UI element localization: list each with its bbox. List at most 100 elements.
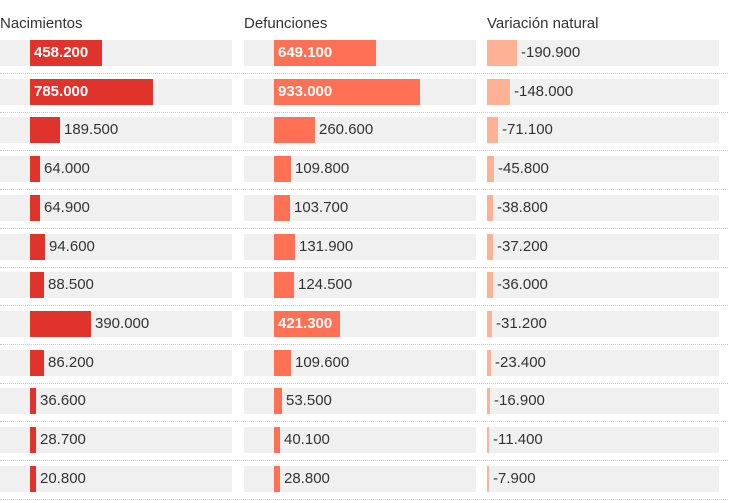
bar-track — [0, 388, 232, 415]
bar-nacimientos — [30, 117, 60, 144]
bar-track — [487, 78, 719, 105]
data-label: 785.000 — [34, 82, 89, 100]
bar-defunciones — [274, 465, 280, 492]
data-label: 109.800 — [295, 160, 350, 178]
bar-defunciones — [274, 194, 290, 221]
row-separator — [0, 382, 728, 384]
data-label: 109.600 — [295, 353, 350, 371]
data-label: 103.700 — [294, 198, 349, 216]
bar-variacion — [487, 233, 493, 260]
bar-track — [244, 388, 476, 415]
bar-variacion — [487, 78, 510, 105]
data-label: 458.200 — [34, 44, 89, 61]
data-label: 20.800 — [40, 469, 86, 487]
row-separator — [0, 498, 728, 500]
bar-variacion — [487, 310, 492, 337]
data-label: 28.700 — [40, 431, 86, 448]
bar-defunciones — [274, 117, 315, 144]
bar-variacion — [487, 156, 494, 183]
data-label: -23.400 — [495, 353, 546, 371]
bar-variacion — [487, 427, 489, 453]
bar-track — [487, 427, 719, 453]
row-separator — [0, 266, 728, 268]
bar-defunciones — [274, 233, 295, 260]
data-label: 260.600 — [319, 121, 374, 139]
data-label: -190.900 — [521, 44, 581, 61]
bar-variacion — [487, 388, 490, 415]
data-label: -16.900 — [494, 392, 545, 410]
bar-defunciones — [274, 349, 291, 376]
bar-track — [244, 427, 476, 453]
data-label: -11.400 — [493, 431, 543, 448]
column-header: Variación natural — [487, 15, 599, 32]
row-separator — [0, 73, 728, 74]
bar-nacimientos — [30, 427, 36, 453]
bar-defunciones — [274, 388, 282, 415]
bar-nacimientos — [30, 349, 44, 376]
bar-variacion — [487, 117, 498, 144]
bar-nacimientos — [30, 465, 36, 492]
row-separator — [0, 111, 728, 113]
bar-track — [487, 388, 719, 415]
bar-nacimientos — [30, 233, 45, 260]
bar-defunciones — [274, 78, 420, 105]
data-label: 189.500 — [64, 121, 119, 139]
bar-defunciones — [274, 156, 291, 183]
data-label: 36.600 — [40, 392, 86, 410]
bar-track — [487, 465, 719, 492]
data-label: 86.200 — [48, 353, 94, 371]
row-separator — [0, 460, 728, 461]
data-label: 64.000 — [44, 160, 90, 178]
row-separator — [0, 189, 728, 191]
data-label: 53.500 — [286, 392, 332, 410]
bar-track — [487, 272, 719, 299]
row-separator — [0, 421, 728, 423]
bar-variacion — [487, 465, 489, 492]
data-label: 421.300 — [278, 314, 333, 332]
data-label: -36.000 — [497, 276, 548, 294]
data-label: 124.500 — [298, 276, 353, 294]
data-label: -7.900 — [493, 469, 536, 487]
data-label: -37.200 — [497, 237, 548, 255]
data-label: 88.500 — [48, 276, 94, 294]
bar-nacimientos — [30, 272, 44, 299]
bar-nacimientos — [30, 78, 153, 105]
row-separator — [0, 150, 728, 152]
row-separator — [0, 227, 728, 229]
bar-variacion — [487, 194, 493, 221]
bar-defunciones — [274, 427, 280, 453]
data-label: -31.200 — [496, 314, 547, 332]
bar-track — [487, 233, 719, 260]
data-label: -148.000 — [514, 82, 574, 100]
row-separator — [0, 305, 728, 307]
data-label: -38.800 — [497, 198, 548, 216]
row-separator — [0, 343, 728, 345]
bar-track — [487, 349, 719, 376]
bar-nacimientos — [30, 388, 36, 415]
data-label: 94.600 — [49, 237, 95, 255]
bar-variacion — [487, 349, 491, 376]
bar-defunciones — [274, 272, 294, 299]
data-label: 131.900 — [299, 237, 354, 255]
column-header: Nacimientos — [0, 15, 83, 32]
data-label: 28.800 — [284, 469, 330, 487]
bar-defunciones — [274, 310, 340, 337]
bar-variacion — [487, 272, 493, 299]
bar-track — [487, 310, 719, 337]
bar-track — [0, 465, 232, 492]
bar-track — [487, 194, 719, 221]
bar-nacimientos — [30, 156, 40, 183]
data-label: 390.000 — [95, 314, 150, 332]
data-label: 649.100 — [278, 44, 333, 61]
bar-nacimientos — [30, 40, 102, 66]
bar-nacimientos — [30, 194, 40, 221]
bar-track — [0, 427, 232, 453]
bar-defunciones — [274, 40, 376, 66]
column-header: Defunciones — [244, 15, 328, 32]
data-label: 40.100 — [284, 431, 330, 448]
data-label: -71.100 — [502, 121, 553, 139]
data-label: -45.800 — [498, 160, 549, 178]
data-label: 933.000 — [278, 82, 333, 100]
bar-track — [244, 465, 476, 492]
